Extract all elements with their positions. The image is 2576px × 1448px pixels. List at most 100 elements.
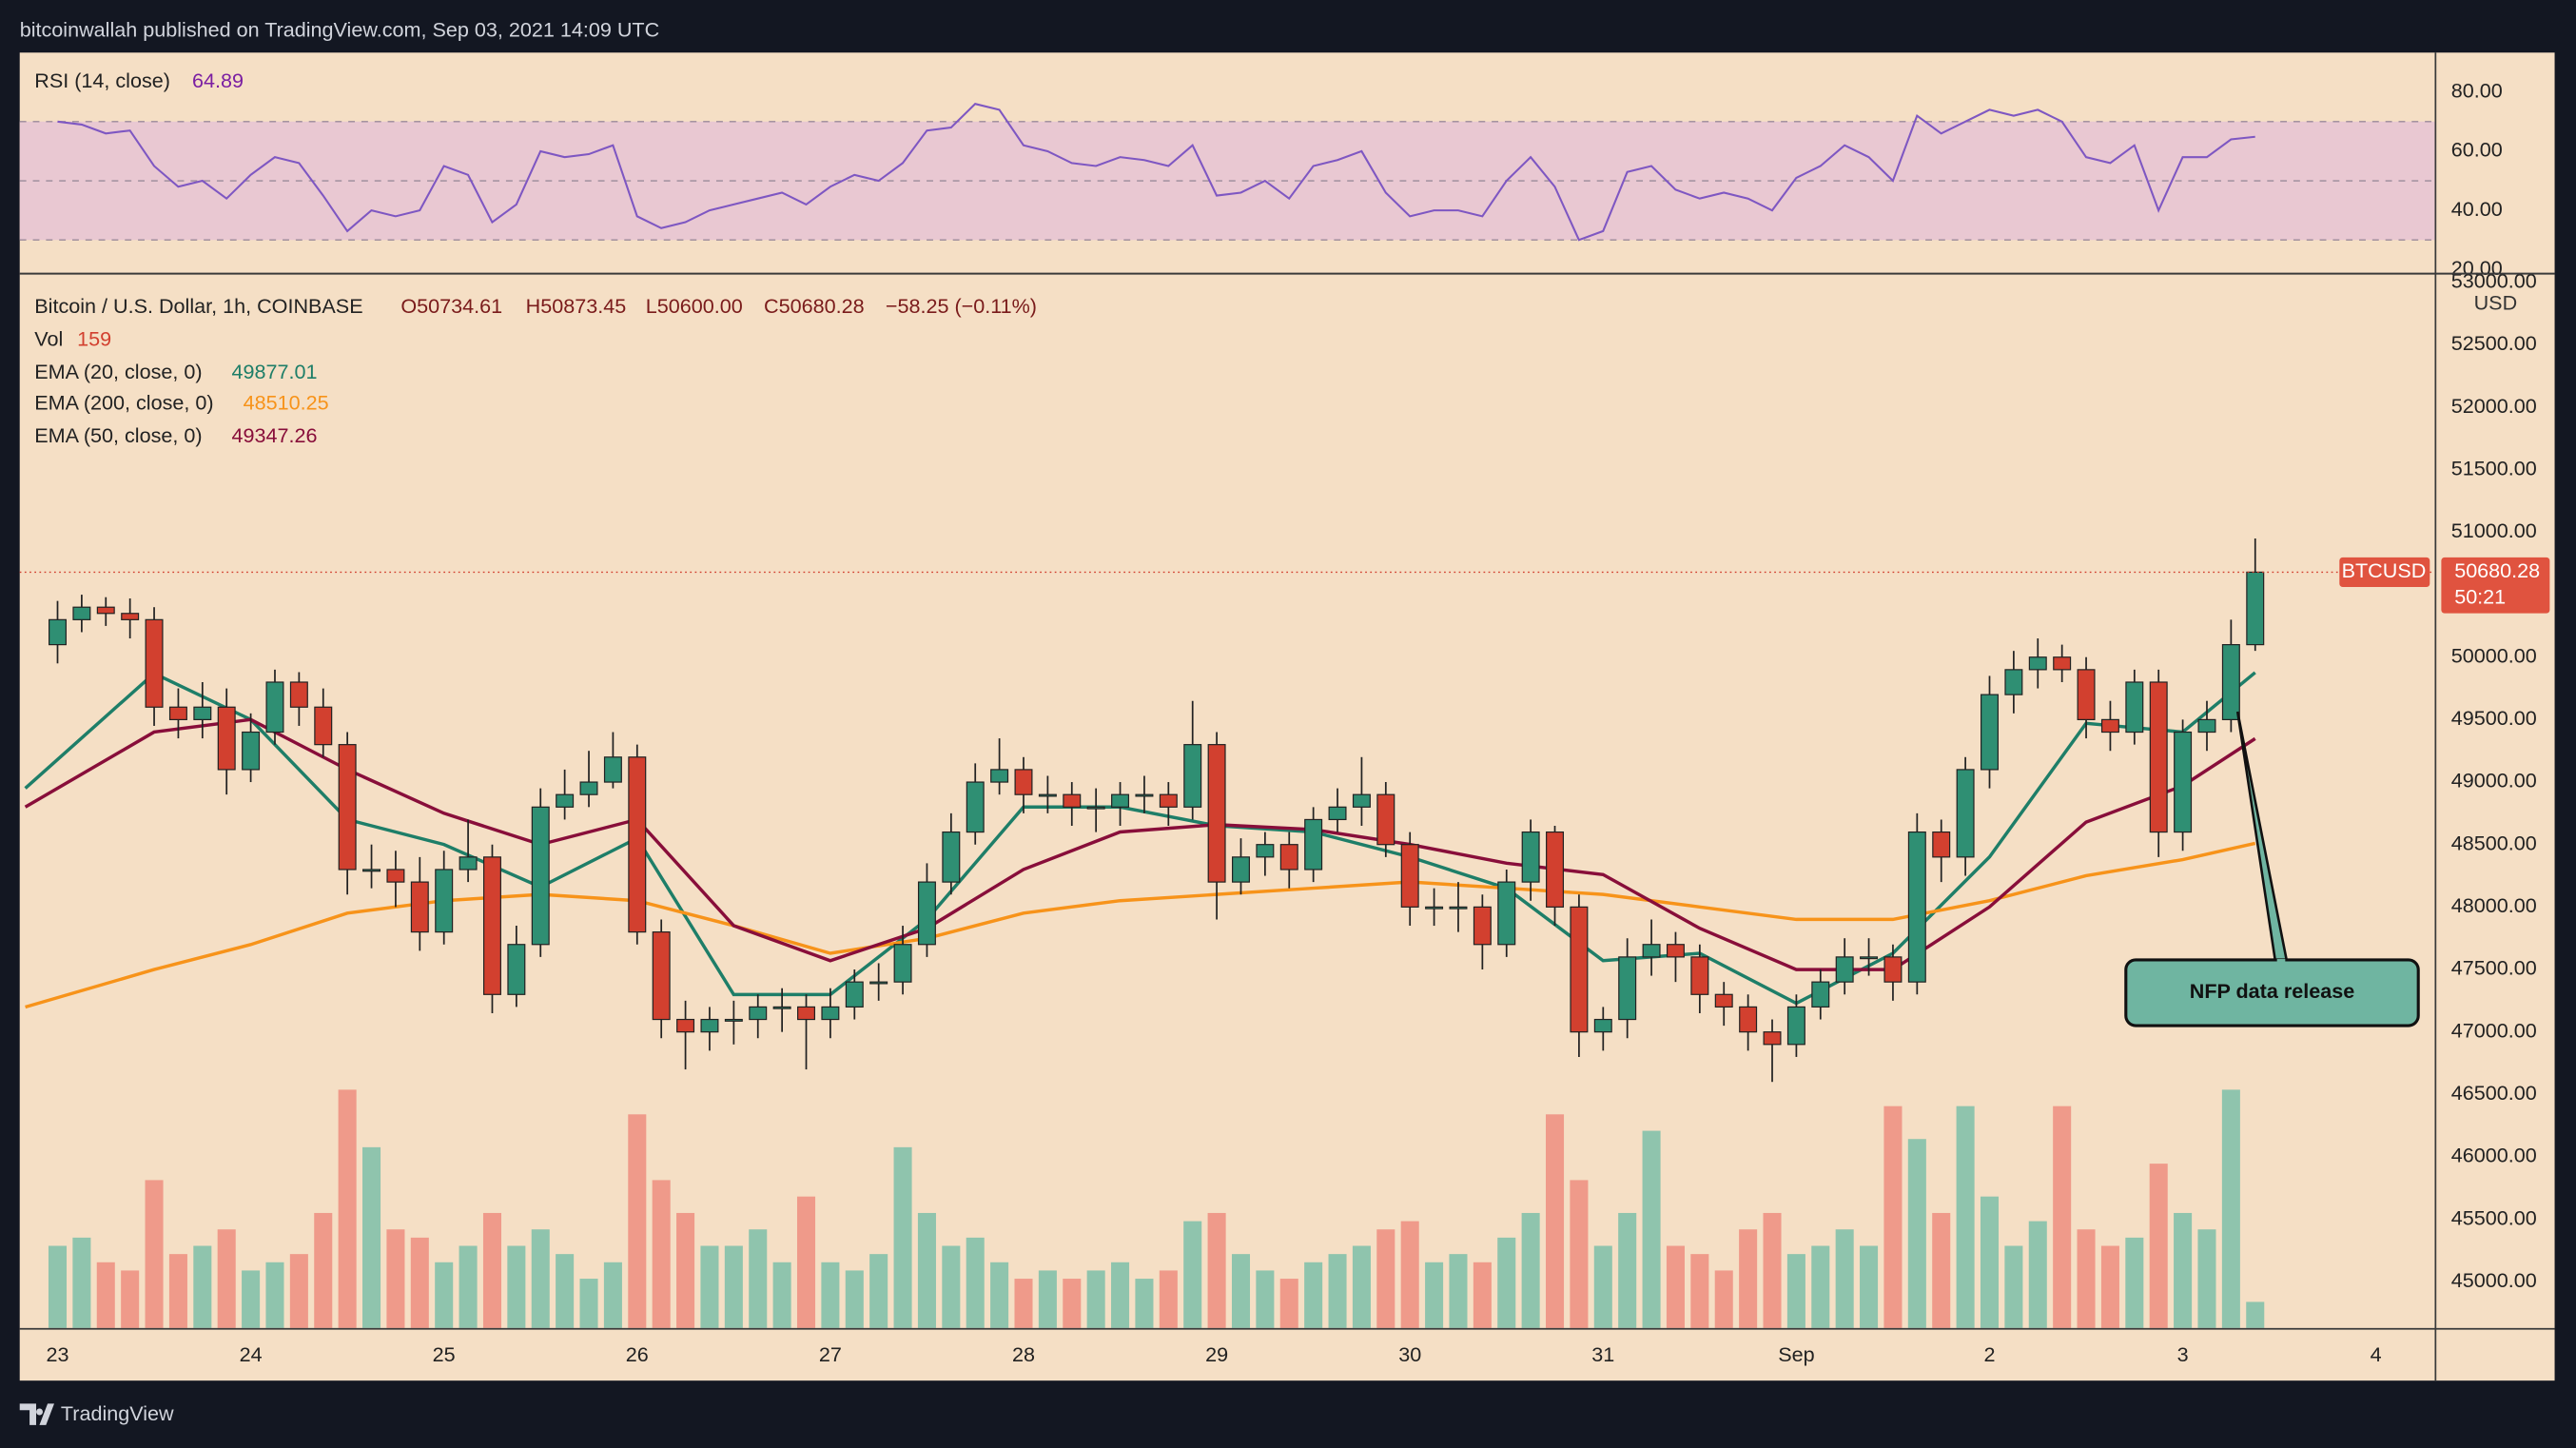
price-label: 50680.28 bbox=[2454, 558, 2540, 582]
volume-bar bbox=[1835, 1229, 1854, 1328]
volume-bar bbox=[724, 1245, 743, 1328]
candle-body bbox=[314, 706, 333, 746]
volume-bar bbox=[242, 1270, 261, 1328]
y-tick-label: 47500.00 bbox=[2451, 956, 2537, 980]
x-tick-label: 29 bbox=[1205, 1342, 1228, 1366]
volume-bar bbox=[1690, 1254, 1709, 1328]
ema-legend-name: EMA (50, close, 0) bbox=[34, 423, 202, 447]
volume-bar bbox=[1038, 1270, 1057, 1328]
candle-body bbox=[265, 681, 284, 734]
ohlc-change: −58.25 (−0.11%) bbox=[886, 294, 1037, 318]
y-tick-label: 49500.00 bbox=[2451, 706, 2537, 730]
volume-bar bbox=[1811, 1245, 1830, 1328]
volume-bar bbox=[2125, 1237, 2144, 1328]
ohlc-open: O50734.61 bbox=[400, 294, 502, 318]
candle-body bbox=[821, 1006, 840, 1021]
y-tick-label: 46500.00 bbox=[2451, 1081, 2537, 1105]
volume-bar bbox=[2221, 1089, 2240, 1328]
annotation-box bbox=[2124, 958, 2420, 1027]
volume-bar bbox=[1304, 1262, 1323, 1328]
volume-bar bbox=[2174, 1212, 2193, 1328]
candle-body bbox=[1014, 769, 1033, 795]
volume-bar bbox=[2149, 1164, 2168, 1328]
x-tick-label: 28 bbox=[1012, 1342, 1035, 1366]
candle-body bbox=[49, 618, 67, 646]
y-tick-label: 48500.00 bbox=[2451, 831, 2537, 854]
volume-bar bbox=[1763, 1212, 1782, 1328]
candle-body bbox=[845, 981, 864, 1008]
volume-bar bbox=[1497, 1237, 1516, 1328]
candle-body bbox=[410, 881, 429, 933]
rsi-line bbox=[57, 103, 2255, 242]
volume-bar bbox=[72, 1237, 91, 1328]
y-tick-label: 47000.00 bbox=[2451, 1018, 2537, 1042]
volume-bar bbox=[1135, 1279, 1154, 1328]
volume-bar bbox=[942, 1245, 961, 1328]
candle-body bbox=[1352, 793, 1371, 808]
candle-body bbox=[990, 769, 1009, 783]
symbol-label: BTCUSD bbox=[2342, 558, 2427, 582]
candle-body bbox=[96, 606, 115, 615]
ohlc-close: C50680.28 bbox=[764, 294, 865, 318]
rsi-tick-label: 20.00 bbox=[2451, 256, 2503, 280]
ema-legend-value: 48510.25 bbox=[244, 391, 329, 415]
volume-bar bbox=[1328, 1254, 1347, 1328]
x-tick-label: 23 bbox=[46, 1342, 68, 1366]
candle-body bbox=[1449, 906, 1468, 910]
volume-bar bbox=[1666, 1245, 1685, 1328]
x-tick-label: 30 bbox=[1398, 1342, 1421, 1366]
candle-body bbox=[1932, 831, 1951, 858]
volume-bar bbox=[1932, 1212, 1951, 1328]
candle-body bbox=[2053, 656, 2072, 671]
volume-bar bbox=[1111, 1262, 1130, 1328]
volume-bar bbox=[531, 1229, 550, 1328]
candle-body bbox=[1666, 944, 1685, 958]
candle-body bbox=[772, 1006, 791, 1009]
candle-body bbox=[289, 681, 308, 708]
volume-bar bbox=[1063, 1279, 1082, 1328]
volume-bar bbox=[749, 1229, 768, 1328]
candle-body bbox=[121, 613, 140, 620]
candle-body bbox=[893, 944, 912, 983]
axis-layer: 20.00 40.00 60.00 80.00 45000.00 45500.00 4600… bbox=[19, 78, 2550, 1366]
y-tick-label: 48000.00 bbox=[2451, 893, 2537, 917]
volume-bar bbox=[579, 1279, 598, 1328]
volume-bar bbox=[796, 1196, 816, 1328]
volume-bar bbox=[1014, 1279, 1033, 1328]
volume-bar bbox=[1425, 1262, 1444, 1328]
candle-body bbox=[1135, 793, 1154, 797]
candle-body bbox=[338, 744, 357, 871]
volume-bar bbox=[1860, 1245, 1879, 1328]
ema-legend-value: 49877.01 bbox=[232, 360, 318, 383]
volume-bar bbox=[314, 1212, 333, 1328]
volume-bar bbox=[482, 1212, 501, 1328]
candle-body bbox=[242, 731, 261, 771]
candle-body bbox=[1570, 906, 1589, 1033]
volume-bar bbox=[1256, 1270, 1275, 1328]
volume-bar bbox=[2028, 1221, 2047, 1328]
volume-bar bbox=[338, 1089, 357, 1328]
volume-bar bbox=[1449, 1254, 1468, 1328]
volume-bar bbox=[386, 1229, 405, 1328]
ema-legend-name: EMA (200, close, 0) bbox=[34, 391, 213, 415]
volume-bar bbox=[1086, 1270, 1105, 1328]
volume-bar bbox=[556, 1254, 575, 1328]
volume-bar bbox=[1714, 1270, 1733, 1328]
volume-bar bbox=[2053, 1106, 2072, 1328]
volume-bar bbox=[362, 1146, 381, 1328]
y-tick-label: 53000.00 bbox=[2451, 269, 2537, 293]
candle-body bbox=[700, 1018, 719, 1033]
volume-bar bbox=[435, 1262, 454, 1328]
volume-bar bbox=[1546, 1114, 1565, 1328]
volume-bar bbox=[193, 1245, 212, 1328]
candle-body bbox=[1086, 806, 1105, 810]
candle-body bbox=[1739, 1006, 1758, 1033]
volume-bar bbox=[869, 1254, 888, 1328]
candle-body bbox=[1256, 844, 1275, 858]
rsi-tick-label: 40.00 bbox=[2451, 197, 2503, 221]
candle-body bbox=[1521, 831, 1540, 883]
candle-body bbox=[1690, 956, 1709, 995]
y-tick-label: 51500.00 bbox=[2451, 456, 2537, 479]
candle-body bbox=[917, 881, 936, 946]
